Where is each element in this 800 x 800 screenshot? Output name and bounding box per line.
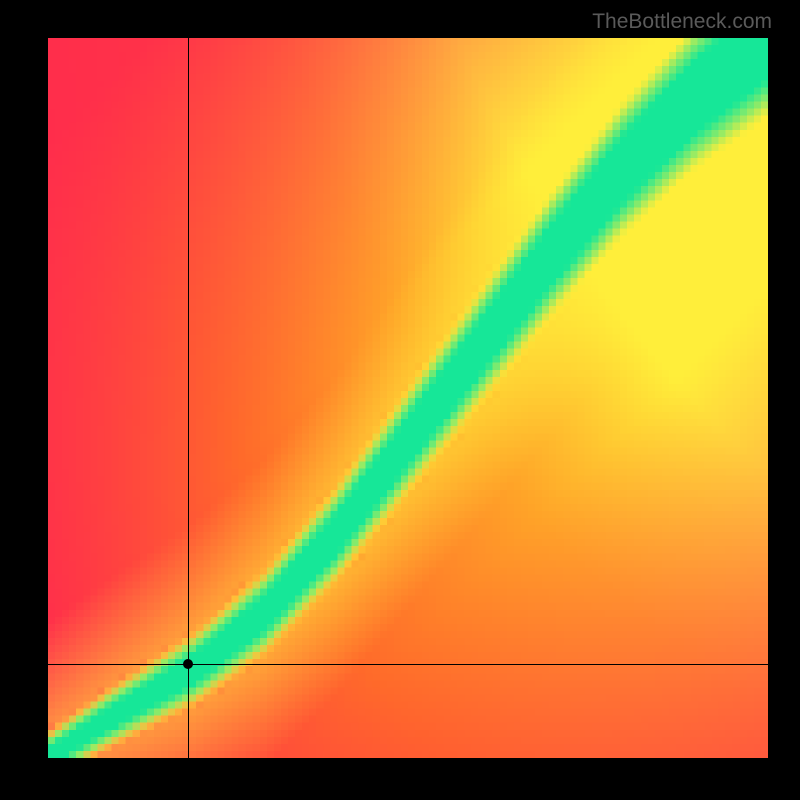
crosshair-vertical: [188, 38, 189, 758]
watermark-text: TheBottleneck.com: [592, 10, 772, 34]
crosshair-marker: [183, 659, 193, 669]
heatmap-plot: [48, 38, 768, 758]
crosshair-horizontal: [48, 664, 768, 665]
heatmap-canvas: [48, 38, 768, 758]
